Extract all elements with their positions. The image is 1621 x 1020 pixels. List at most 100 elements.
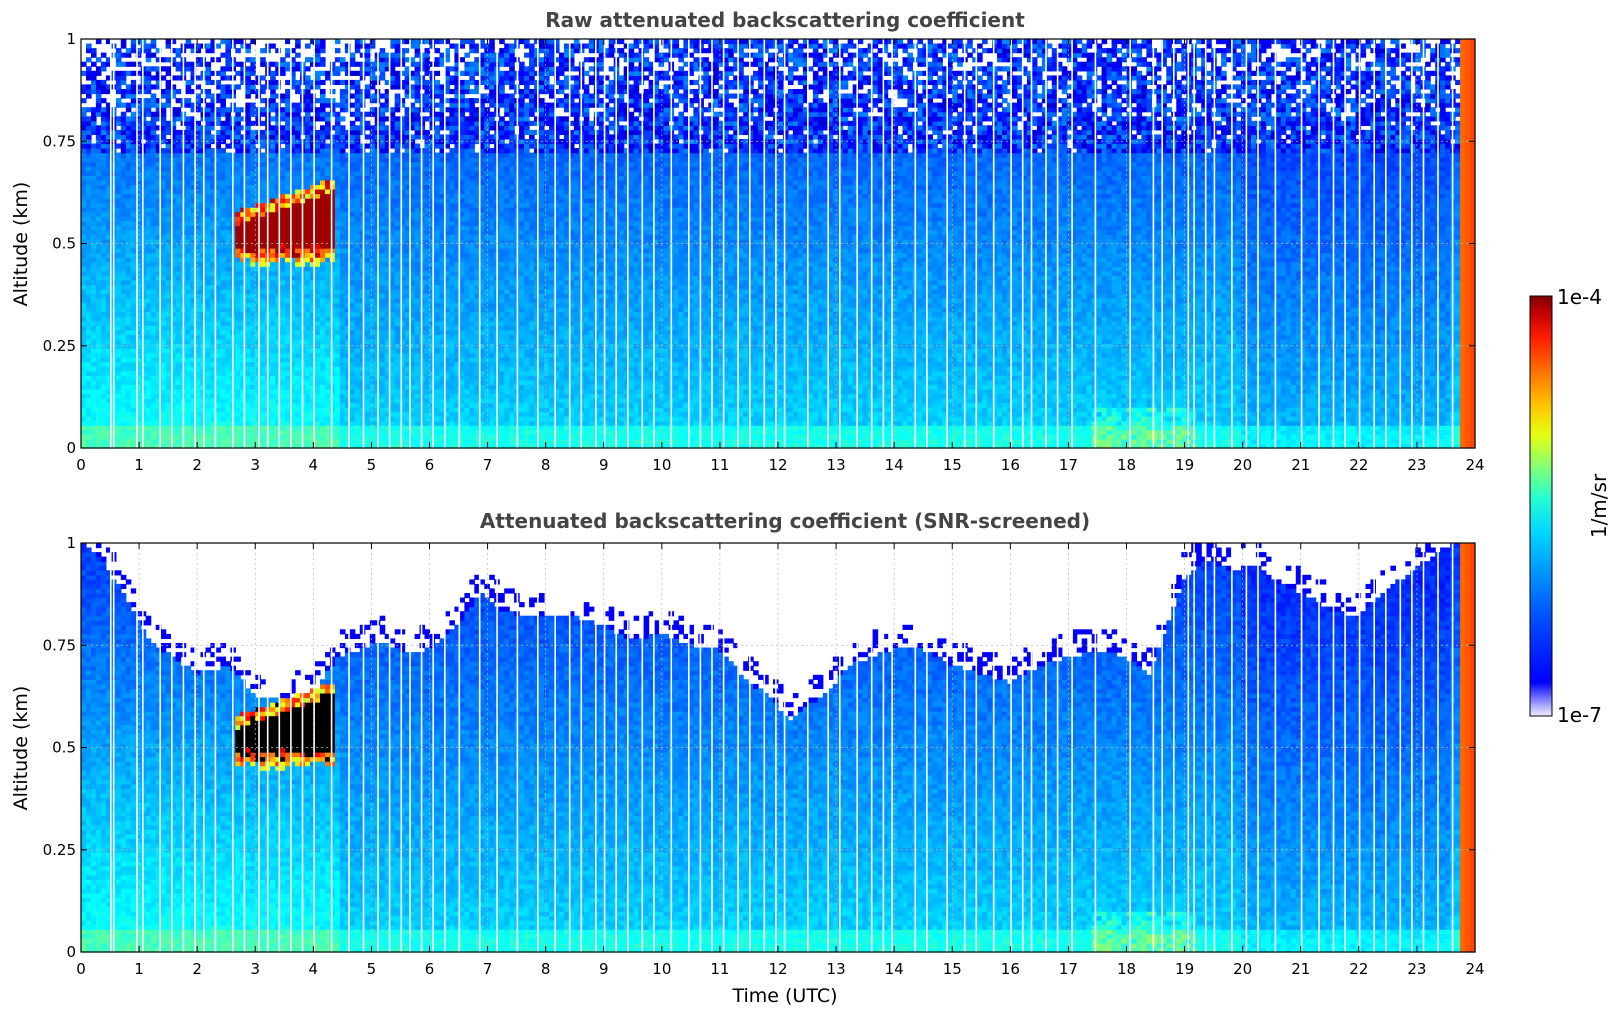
heatmap-cell xyxy=(101,144,107,149)
heatmap-cell xyxy=(96,316,102,321)
heatmap-cell xyxy=(81,394,87,399)
heatmap-cell xyxy=(81,112,87,117)
heatmap-cell xyxy=(81,189,87,194)
heatmap-cell xyxy=(101,262,107,267)
heatmap-cell xyxy=(96,266,102,271)
heatmap-cell xyxy=(86,266,92,271)
heatmap-cell xyxy=(91,357,97,362)
heatmap-cell xyxy=(96,380,102,385)
heatmap-cell xyxy=(81,357,87,362)
heatmap-cell xyxy=(86,425,92,430)
heatmap-cell xyxy=(86,366,92,371)
heatmap-cell xyxy=(96,425,102,430)
heatmap-cell xyxy=(101,112,107,117)
heatmap-cell xyxy=(81,262,87,267)
heatmap-cell xyxy=(91,339,97,344)
heatmap-cell xyxy=(101,212,107,217)
heatmap-cell xyxy=(96,412,102,417)
heatmap-cell xyxy=(86,407,92,412)
heatmap-cell xyxy=(101,207,107,212)
heatmap-cell xyxy=(101,425,107,430)
heatmap-cell xyxy=(101,266,107,271)
heatmap-cell xyxy=(96,57,102,62)
heatmap-cell xyxy=(91,412,97,417)
heatmap-cell xyxy=(86,289,92,294)
heatmap-cell xyxy=(101,221,107,226)
heatmap-cell xyxy=(101,107,107,112)
heatmap-cell xyxy=(86,66,92,71)
heatmap-cell xyxy=(86,353,92,358)
heatmap-cell xyxy=(86,180,92,185)
heatmap-cell xyxy=(81,330,87,335)
heatmap-cell xyxy=(91,107,97,112)
heatmap-cell xyxy=(101,180,107,185)
heatmap-cell xyxy=(91,257,97,262)
heatmap-cell xyxy=(96,384,102,389)
heatmap-cell xyxy=(101,175,107,180)
heatmap-cell xyxy=(96,171,102,176)
heatmap-cell xyxy=(86,380,92,385)
heatmap-cell xyxy=(81,244,87,249)
heatmap-cell xyxy=(96,271,102,276)
heatmap-cell xyxy=(91,157,97,162)
heatmap-cell xyxy=(81,162,87,167)
heatmap-cell xyxy=(101,439,107,444)
heatmap-cell xyxy=(96,89,102,94)
heatmap-cell xyxy=(81,62,87,67)
heatmap-cell xyxy=(86,398,92,403)
heatmap-cell xyxy=(101,339,107,344)
heatmap-cell xyxy=(96,371,102,376)
heatmap-cell xyxy=(91,175,97,180)
heatmap-cell xyxy=(86,189,92,194)
heatmap-cell xyxy=(101,84,107,89)
heatmap-cell xyxy=(101,244,107,249)
heatmap-cell xyxy=(91,80,97,85)
heatmap-cell xyxy=(91,189,97,194)
heatmap-cell xyxy=(81,98,87,103)
heatmap-cell xyxy=(101,348,107,353)
heatmap-cell xyxy=(96,39,102,44)
heatmap-cell xyxy=(86,234,92,239)
heatmap-cell xyxy=(101,194,107,199)
heatmap-cell xyxy=(96,94,102,99)
heatmap-cell xyxy=(81,366,87,371)
heatmap-cell xyxy=(101,198,107,203)
heatmap-cell xyxy=(101,53,107,58)
heatmap-cell xyxy=(101,403,107,408)
heatmap-cell xyxy=(91,84,97,89)
heatmap-cell xyxy=(86,175,92,180)
heatmap-cell xyxy=(81,157,87,162)
heatmap-cell xyxy=(81,348,87,353)
heatmap-cell xyxy=(96,284,102,289)
heatmap-cell xyxy=(91,62,97,67)
heatmap-cell xyxy=(101,216,107,221)
heatmap-cell xyxy=(86,212,92,217)
heatmap-cell xyxy=(91,389,97,394)
heatmap-cell xyxy=(81,403,87,408)
heatmap-cell xyxy=(81,407,87,412)
heatmap-cell xyxy=(81,148,87,153)
heatmap-cell xyxy=(96,321,102,326)
heatmap-cell xyxy=(101,334,107,339)
heatmap-cell xyxy=(96,198,102,203)
heatmap-cell xyxy=(96,416,102,421)
heatmap-cell xyxy=(91,75,97,80)
heatmap-cell xyxy=(96,257,102,262)
heatmap-cell xyxy=(96,230,102,235)
heatmap-cell xyxy=(96,398,102,403)
heatmap-cell xyxy=(101,275,107,280)
heatmap-cell xyxy=(86,262,92,267)
heatmap-cell xyxy=(96,234,102,239)
heatmap-cell xyxy=(91,125,97,130)
heatmap-cell xyxy=(91,371,97,376)
heatmap-cell xyxy=(101,225,107,230)
heatmap-cell xyxy=(101,357,107,362)
heatmap-cell xyxy=(101,366,107,371)
heatmap-cell xyxy=(86,216,92,221)
heatmap-cell xyxy=(96,153,102,158)
heatmap-cell xyxy=(81,375,87,380)
heatmap-cell xyxy=(86,203,92,208)
heatmap-cell xyxy=(101,121,107,126)
heatmap-cell xyxy=(91,316,97,321)
heatmap-cell xyxy=(81,389,87,394)
